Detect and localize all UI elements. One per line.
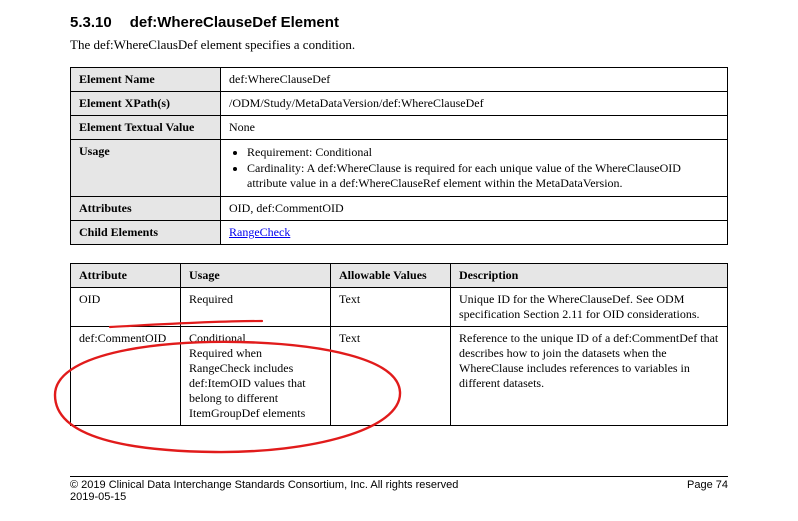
page-content: 5.3.10 def:WhereClauseDef Element The def…: [0, 0, 798, 426]
attr0-description: Unique ID for the WhereClauseDef. See OD…: [451, 288, 728, 327]
footer-page: Page 74: [687, 479, 728, 491]
attr1-attribute: def:CommentOID: [71, 327, 181, 426]
row-usage: Usage Requirement: Conditional Cardinali…: [71, 140, 728, 197]
label-attributes: Attributes: [71, 197, 221, 221]
label-element-name: Element Name: [71, 68, 221, 92]
attr1-usage: Conditional Required when RangeCheck inc…: [181, 327, 331, 426]
attr1-allowable: Text: [331, 327, 451, 426]
row-element-name: Element Name def:WhereClauseDef: [71, 68, 728, 92]
attr-header-row: Attribute Usage Allowable Values Descrip…: [71, 264, 728, 288]
row-attributes: Attributes OID, def:CommentOID: [71, 197, 728, 221]
section-title: def:WhereClauseDef Element: [130, 14, 339, 31]
row-child-elements: Child Elements RangeCheck: [71, 221, 728, 245]
label-usage: Usage: [71, 140, 221, 197]
usage-bullet-1: Cardinality: A def:WhereClause is requir…: [247, 161, 719, 191]
footer-rule: [70, 476, 728, 477]
header-description: Description: [451, 264, 728, 288]
intro-paragraph: The def:WhereClausDef element specifies …: [70, 37, 728, 53]
attr0-allowable: Text: [331, 288, 451, 327]
usage-bullet-0: Requirement: Conditional: [247, 145, 719, 160]
attr-row-0: OID Required Text Unique ID for the Wher…: [71, 288, 728, 327]
section-number: 5.3.10: [70, 14, 112, 31]
attr-row-1: def:CommentOID Conditional Required when…: [71, 327, 728, 426]
value-attributes: OID, def:CommentOID: [221, 197, 728, 221]
footer-row-1: © 2019 Clinical Data Interchange Standar…: [70, 479, 728, 491]
value-element-xpath: /ODM/Study/MetaDataVersion/def:WhereClau…: [221, 92, 728, 116]
footer-copyright: © 2019 Clinical Data Interchange Standar…: [70, 479, 458, 491]
element-definition-table: Element Name def:WhereClauseDef Element …: [70, 67, 728, 245]
row-element-textual: Element Textual Value None: [71, 116, 728, 140]
page-footer: © 2019 Clinical Data Interchange Standar…: [70, 476, 728, 503]
rangecheck-link[interactable]: RangeCheck: [229, 225, 290, 239]
header-allowable: Allowable Values: [331, 264, 451, 288]
usage-list: Requirement: Conditional Cardinality: A …: [233, 145, 719, 191]
label-element-textual: Element Textual Value: [71, 116, 221, 140]
label-element-xpath: Element XPath(s): [71, 92, 221, 116]
section-heading: 5.3.10 def:WhereClauseDef Element: [70, 14, 728, 31]
label-child-elements: Child Elements: [71, 221, 221, 245]
attr0-usage: Required: [181, 288, 331, 327]
header-usage: Usage: [181, 264, 331, 288]
attr1-description: Reference to the unique ID of a def:Comm…: [451, 327, 728, 426]
footer-date: 2019-05-15: [70, 491, 728, 503]
row-element-xpath: Element XPath(s) /ODM/Study/MetaDataVers…: [71, 92, 728, 116]
value-element-textual: None: [221, 116, 728, 140]
attributes-table: Attribute Usage Allowable Values Descrip…: [70, 263, 728, 426]
value-child-elements: RangeCheck: [221, 221, 728, 245]
header-attribute: Attribute: [71, 264, 181, 288]
value-usage: Requirement: Conditional Cardinality: A …: [221, 140, 728, 197]
value-element-name: def:WhereClauseDef: [221, 68, 728, 92]
attr0-attribute: OID: [71, 288, 181, 327]
